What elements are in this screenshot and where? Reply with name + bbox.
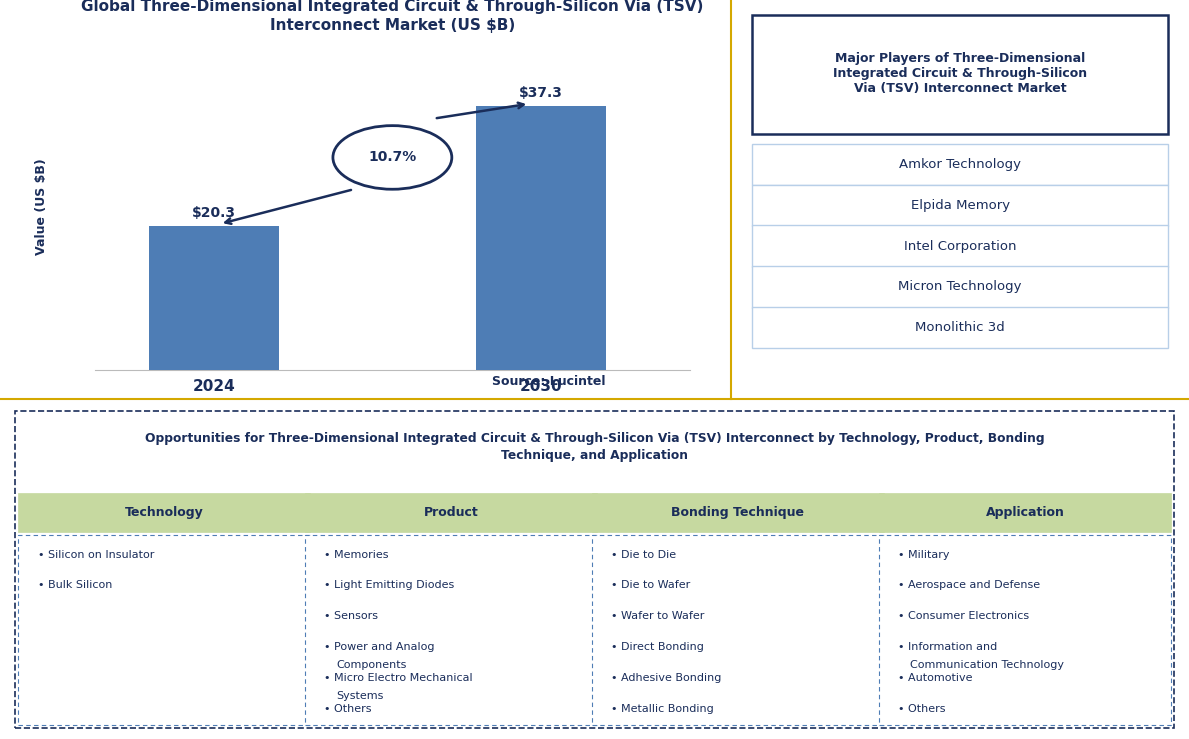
FancyBboxPatch shape — [592, 535, 885, 725]
Text: • Direct Bonding: • Direct Bonding — [611, 642, 704, 653]
FancyBboxPatch shape — [592, 493, 885, 531]
Text: • Power and Analog: • Power and Analog — [325, 642, 435, 653]
Text: Components: Components — [336, 660, 407, 670]
FancyBboxPatch shape — [304, 493, 597, 531]
Text: • Wafer to Wafer: • Wafer to Wafer — [611, 611, 705, 621]
Text: • Others: • Others — [899, 704, 945, 714]
Bar — [476, 106, 606, 370]
Text: • Military: • Military — [899, 550, 950, 559]
Text: • Die to Wafer: • Die to Wafer — [611, 580, 691, 590]
Text: Application: Application — [986, 505, 1064, 519]
Text: $37.3: $37.3 — [520, 86, 562, 101]
Text: Value (US $B): Value (US $B) — [36, 159, 48, 255]
Text: Technology: Technology — [125, 505, 203, 519]
Text: Major Players of Three-Dimensional
Integrated Circuit & Through-Silicon
Via (TSV: Major Players of Three-Dimensional Integ… — [833, 52, 1087, 95]
Text: Systems: Systems — [336, 691, 384, 701]
Text: Communication Technology: Communication Technology — [910, 660, 1064, 670]
Text: • Information and: • Information and — [899, 642, 998, 653]
Text: 10.7%: 10.7% — [369, 151, 416, 165]
Text: $20.3: $20.3 — [191, 206, 237, 220]
Text: Bonding Technique: Bonding Technique — [672, 505, 805, 519]
Text: • Die to Die: • Die to Die — [611, 550, 677, 559]
Text: • Micro Electro Mechanical: • Micro Electro Mechanical — [325, 673, 473, 683]
Text: • Automotive: • Automotive — [899, 673, 973, 683]
FancyBboxPatch shape — [879, 493, 1171, 531]
Text: Amkor Technology: Amkor Technology — [899, 158, 1021, 171]
Text: Intel Corporation: Intel Corporation — [904, 239, 1017, 253]
FancyBboxPatch shape — [751, 266, 1169, 307]
Text: • Light Emitting Diodes: • Light Emitting Diodes — [325, 580, 454, 590]
Title: Global Three-Dimensional Integrated Circuit & Through-Silicon Via (TSV)
Intercon: Global Three-Dimensional Integrated Circ… — [81, 0, 704, 33]
Text: • Adhesive Bonding: • Adhesive Bonding — [611, 673, 722, 683]
Text: • Aerospace and Defense: • Aerospace and Defense — [899, 580, 1040, 590]
Text: • Others: • Others — [325, 704, 372, 714]
FancyBboxPatch shape — [751, 307, 1169, 348]
Text: • Metallic Bonding: • Metallic Bonding — [611, 704, 715, 714]
Text: Elpida Memory: Elpida Memory — [911, 199, 1009, 212]
FancyBboxPatch shape — [18, 493, 310, 531]
FancyBboxPatch shape — [879, 535, 1171, 725]
FancyBboxPatch shape — [304, 535, 597, 725]
FancyBboxPatch shape — [751, 225, 1169, 267]
Text: Monolithic 3d: Monolithic 3d — [916, 321, 1005, 334]
Text: Source: Lucintel: Source: Lucintel — [492, 375, 605, 388]
Text: • Silicon on Insulator: • Silicon on Insulator — [38, 550, 153, 559]
FancyBboxPatch shape — [751, 15, 1169, 134]
Text: • Memories: • Memories — [325, 550, 389, 559]
FancyBboxPatch shape — [18, 535, 310, 725]
FancyBboxPatch shape — [751, 185, 1169, 226]
Text: • Bulk Silicon: • Bulk Silicon — [38, 580, 112, 590]
Text: • Sensors: • Sensors — [325, 611, 378, 621]
FancyBboxPatch shape — [751, 144, 1169, 185]
Text: Opportunities for Three-Dimensional Integrated Circuit & Through-Silicon Via (TS: Opportunities for Three-Dimensional Inte… — [145, 432, 1044, 462]
FancyBboxPatch shape — [15, 412, 1174, 729]
Text: Product: Product — [423, 505, 478, 519]
Text: Micron Technology: Micron Technology — [899, 280, 1021, 293]
Bar — [149, 226, 279, 370]
Text: • Consumer Electronics: • Consumer Electronics — [899, 611, 1030, 621]
